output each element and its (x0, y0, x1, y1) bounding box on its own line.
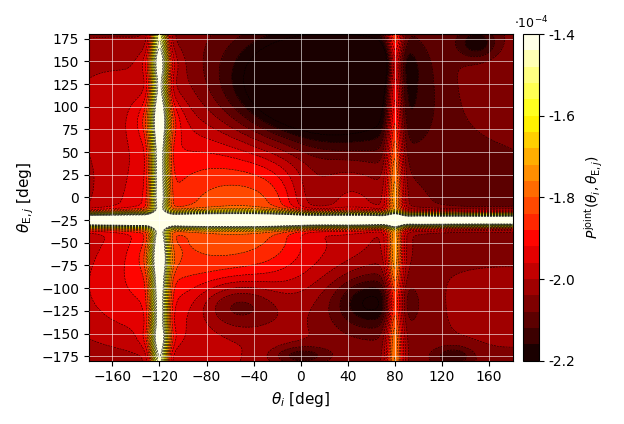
X-axis label: $\theta_i$ [deg]: $\theta_i$ [deg] (271, 390, 330, 409)
Title: $\cdot 10^{-4}$: $\cdot 10^{-4}$ (514, 15, 548, 32)
Y-axis label: $P^{\mathrm{joint}}(\theta_i, \theta_{\mathrm{E},j})$: $P^{\mathrm{joint}}(\theta_i, \theta_{\m… (583, 156, 605, 240)
Y-axis label: $\theta_{\mathrm{E},j}$ [deg]: $\theta_{\mathrm{E},j}$ [deg] (15, 162, 36, 233)
